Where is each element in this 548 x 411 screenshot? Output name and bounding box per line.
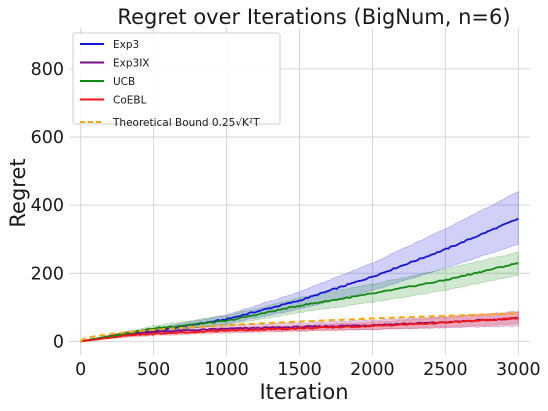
x-tick-label: 500 [137,360,170,380]
y-tick-label: 800 [31,60,64,80]
legend-label-coebl: CoEBL [113,95,147,107]
tick-labels: 0 500 1000 1500 2000 2500 3000 0 200 400 600 800 [31,60,541,380]
y-tick-label: 600 [31,128,64,148]
legend: Exp3 Exp3IX UCB CoEBL Theoretical Bound 0.25… [72,32,281,129]
legend-frame [72,32,281,125]
legend-label-exp3: Exp3 [113,39,139,51]
chart-title: Regret over Iterations (BigNum, n=6) [117,5,510,29]
x-axis-label: Iteration [259,380,348,404]
series-line-coebl [80,317,519,343]
x-tick-label: 2000 [350,360,395,380]
series-line-ucb [80,262,519,343]
y-tick-label: 0 [53,332,64,352]
series-line-exp3 [80,217,519,343]
y-axis-label: Regret [6,158,30,227]
x-tick-label: 1500 [277,360,322,380]
y-tick-label: 400 [31,196,64,216]
y-tick-label: 200 [31,264,64,284]
legend-label-theoretical-bound-0-25: Theoretical Bound 0.25√K²T [112,117,260,129]
x-tick-label: 2500 [423,360,468,380]
series-line-theoretical-bound-0-25 [79,312,519,343]
series-lines [79,217,519,343]
legend-label-ucb: UCB [113,76,135,88]
x-tick-label: 1000 [204,360,249,380]
x-tick-label: 0 [75,360,86,380]
band-exp3 [80,190,519,342]
band-ucb [80,251,519,342]
x-tick-label: 3000 [496,360,541,380]
legend-label-exp3ix: Exp3IX [113,58,149,70]
